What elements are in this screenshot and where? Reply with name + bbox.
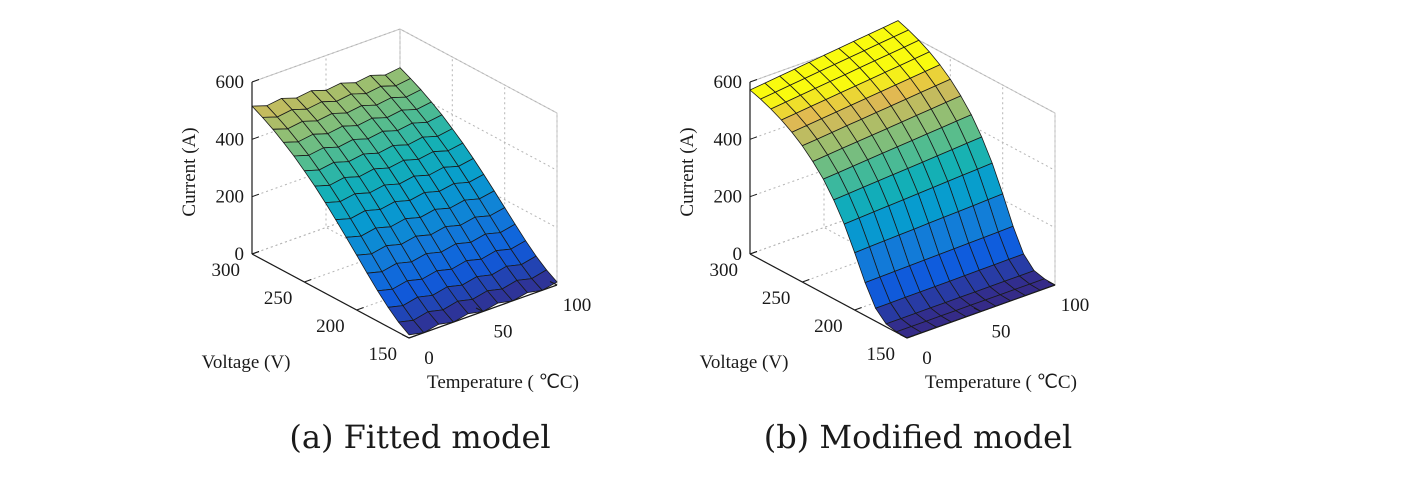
x-tick-label: 50 [992, 322, 1011, 343]
y-tick-label: 250 [762, 288, 791, 309]
y-tick-label: 200 [814, 316, 843, 337]
x-tick-mark [973, 307, 982, 312]
z-tick-mark [251, 79, 260, 83]
x-tick-label: 0 [922, 348, 932, 369]
surface-plot-a [251, 67, 558, 336]
axis-lines-b [749, 79, 1056, 339]
x-tick-mark [401, 334, 410, 339]
x-tick-label: 100 [563, 295, 592, 316]
z-gridline [749, 28, 1056, 114]
x-axis-label-b: Temperature ( ℃C) [925, 372, 1077, 393]
y-gridline [356, 85, 506, 311]
y-tick-label: 200 [316, 316, 345, 337]
caption-a: (a) Fitted model [289, 418, 550, 456]
x-tick-mark [1047, 281, 1056, 286]
z-tick-label: 600 [216, 72, 245, 93]
axis-lines-a [251, 79, 558, 339]
y-tick-mark [304, 279, 312, 283]
y-tick-mark [854, 307, 862, 311]
x-tick-label: 100 [1061, 295, 1090, 316]
y-tick-mark [802, 279, 810, 283]
y-tick-label: 150 [369, 344, 398, 365]
z-tick-label: 0 [235, 244, 245, 265]
z-tick-mark [749, 193, 758, 198]
y-tick-label: 150 [867, 344, 896, 365]
z-tick-mark [749, 136, 758, 140]
y-tick-mark [749, 251, 758, 255]
z-axis-label-a: Current (A) [179, 127, 200, 216]
y-tick-mark [906, 335, 915, 339]
z-gridline [251, 143, 558, 229]
y-gridline [408, 113, 558, 339]
x-tick-label: 50 [494, 322, 513, 343]
y-tick-label: 300 [710, 260, 739, 281]
y-tick-label: 250 [264, 288, 293, 309]
x-tick-mark [549, 281, 558, 286]
x-tick-label: 0 [424, 348, 434, 369]
y-tick-mark [251, 251, 260, 255]
surface-plot-b [749, 20, 1056, 339]
z-tick-label: 400 [714, 129, 743, 150]
z-tick-label: 0 [733, 244, 743, 265]
caption-b: (b) Modified model [764, 418, 1073, 456]
z-tick-mark [251, 136, 260, 140]
y-axis-line [251, 253, 410, 339]
y-gridline [304, 57, 453, 283]
surface-patch [398, 319, 425, 336]
z-tick-label: 600 [714, 72, 743, 93]
z-gridline [251, 28, 558, 114]
y-tick-mark [408, 335, 417, 339]
z-tick-label: 400 [216, 129, 245, 150]
z-axis-label-b: Current (A) [677, 127, 698, 216]
y-axis-line [749, 253, 908, 339]
y-axis-label-a: Voltage (V) [202, 352, 291, 373]
x-tick-mark [899, 334, 908, 339]
y-axis-label-b: Voltage (V) [700, 352, 789, 373]
y-gridline [854, 85, 1004, 311]
y-tick-mark [356, 307, 364, 311]
z-tick-mark [251, 193, 260, 198]
x-axis-label-a: Temperature ( ℃C) [427, 372, 579, 393]
z-tick-label: 200 [714, 187, 743, 208]
z-tick-mark [749, 79, 758, 83]
y-gridline [906, 113, 1056, 339]
x-tick-mark [475, 307, 484, 312]
y-tick-label: 300 [212, 260, 241, 281]
z-tick-label: 200 [216, 187, 245, 208]
